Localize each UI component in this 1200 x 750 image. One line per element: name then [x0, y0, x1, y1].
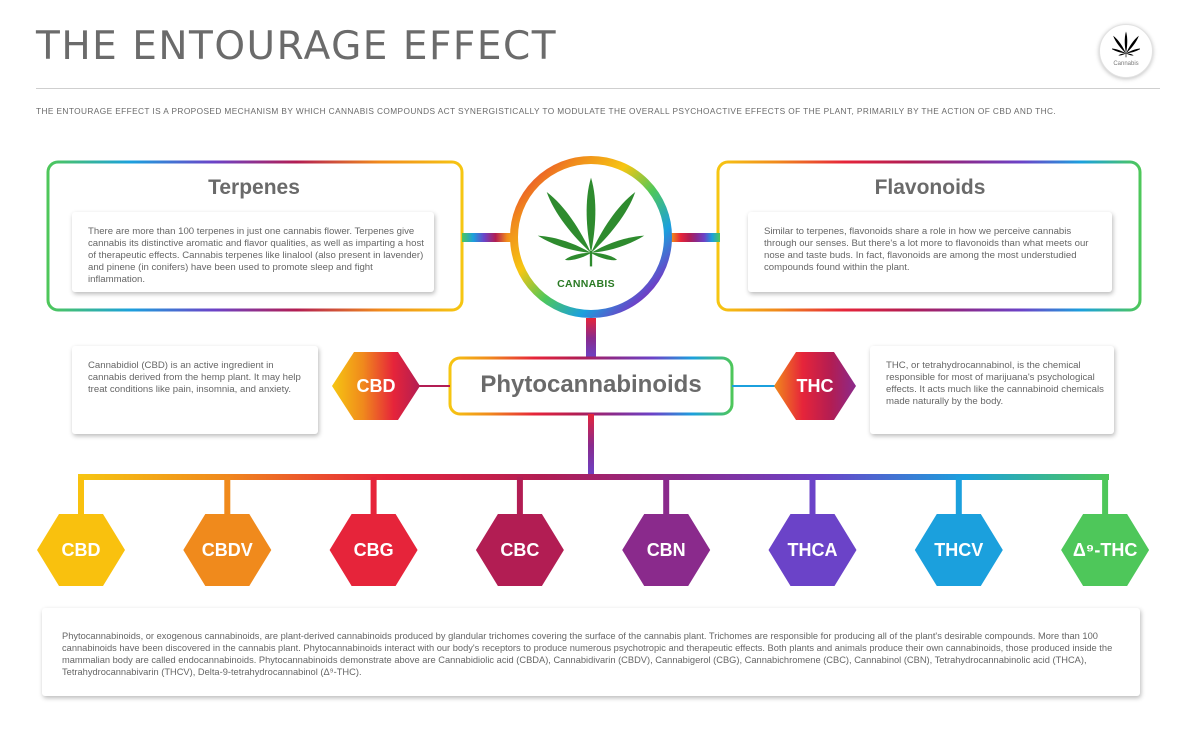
phytocannabinoids-info-card: Phytocannabinoids, or exogenous cannabin…: [42, 608, 1140, 696]
compound-drop: [78, 477, 84, 519]
compound-drop: [370, 477, 377, 519]
cbd-card: Cannabidiol (CBD) is an active ingredien…: [72, 346, 318, 434]
header-divider: [36, 88, 1160, 89]
compound-drop: [224, 477, 231, 519]
compound-label: CBN: [646, 540, 686, 560]
compound-hexagons: [37, 514, 1150, 586]
page-subtitle: THE ENTOURAGE EFFECT IS A PROPOSED MECHA…: [36, 106, 1057, 116]
compound-drop: [955, 477, 962, 519]
flavonoids-connector: [664, 233, 720, 242]
thc-side-hexagon: [774, 352, 856, 420]
thc-description: THC, or tetrahydrocannabinol, is the che…: [886, 360, 1104, 407]
cannabis-leaf-icon: [536, 177, 646, 267]
thc-side-label: THC: [796, 376, 834, 396]
terpenes-title: Terpenes: [208, 176, 300, 199]
compound-hexagon: [37, 514, 125, 586]
cbd-side-hexagon: [332, 352, 420, 420]
compound-drops: [78, 477, 1109, 519]
compound-label: THCV: [934, 540, 984, 560]
branch-bar: [78, 474, 1109, 480]
compound-hexagon: [183, 514, 272, 586]
compound-label: CBD: [61, 540, 101, 560]
phytocannabinoids-description: Phytocannabinoids, or exogenous cannabin…: [62, 631, 1113, 677]
cbd-description: Cannabidiol (CBD) is an active ingredien…: [88, 360, 301, 395]
compound-drop: [516, 477, 523, 519]
flavonoids-card: Similar to terpenes, flavonoids share a …: [748, 212, 1112, 292]
compound-hexagon: [475, 514, 564, 586]
compound-hexagon: [914, 514, 1003, 586]
flavonoids-description: Similar to terpenes, flavonoids share a …: [764, 226, 1089, 273]
compound-hexagon: [329, 514, 418, 586]
compound-drop: [1102, 477, 1109, 519]
cbd-side-label: CBD: [356, 376, 396, 396]
cannabis-label: CANNABIS: [557, 278, 615, 290]
phytocannabinoids-title: Phytocannabinoids: [480, 371, 702, 398]
brand-logo: Cannabis: [1099, 24, 1153, 78]
compound-hexagon: [622, 514, 711, 586]
terpenes-description: There are more than 100 terpenes in just…: [88, 226, 424, 285]
logo-caption: Cannabis: [1113, 61, 1139, 67]
compound-drop: [663, 477, 670, 519]
compound-label: CBG: [353, 540, 394, 560]
page-title: THE ENTOURAGE EFFECT: [36, 24, 558, 69]
thc-card: THC, or tetrahydrocannabinol, is the che…: [870, 346, 1114, 434]
terpenes-card: There are more than 100 terpenes in just…: [72, 212, 434, 292]
compound-hexagon: [768, 514, 857, 586]
compound-label: CBC: [500, 540, 540, 560]
stem-connector: [586, 318, 596, 358]
compound-label: CBDV: [201, 540, 253, 560]
compound-hexagon: [1061, 514, 1150, 586]
flavonoids-title: Flavonoids: [874, 176, 986, 199]
compound-label: Δ⁹-THC: [1072, 540, 1138, 560]
terpenes-connector: [462, 233, 518, 242]
compound-drop: [809, 477, 816, 519]
compound-label: THCA: [787, 540, 838, 560]
branch-stem: [588, 414, 594, 476]
